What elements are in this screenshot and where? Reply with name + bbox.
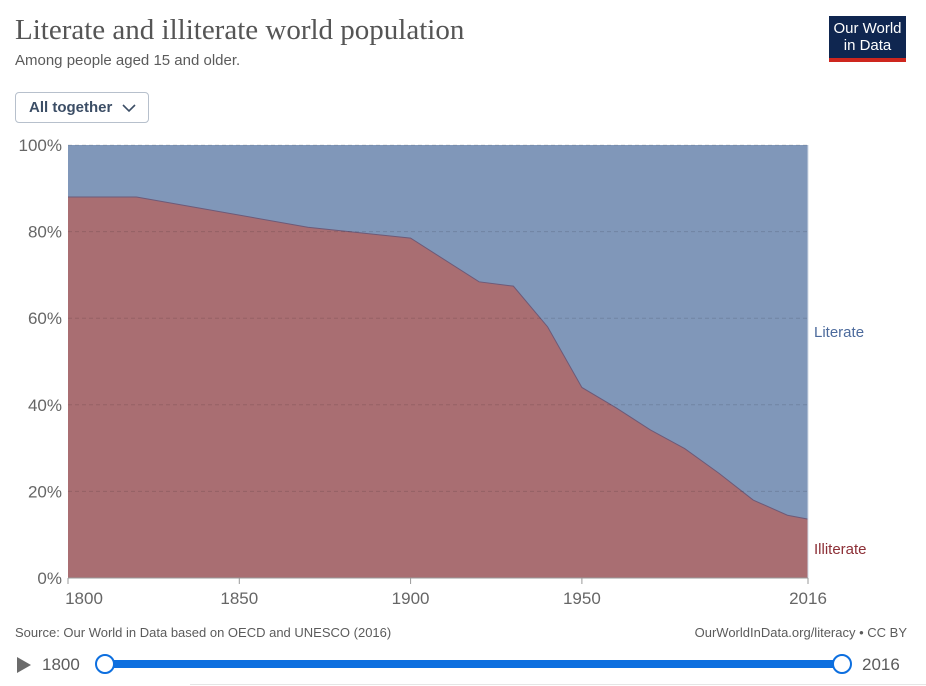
stack-mode-dropdown[interactable]: All together — [15, 92, 149, 123]
source-note[interactable]: Source: Our World in Data based on OECD … — [15, 625, 392, 640]
license-link[interactable]: OurWorldInData.org/literacy • CC BY — [694, 625, 907, 640]
owid-logo[interactable]: Our World in Data — [829, 16, 906, 62]
x-tick-label: 2016 — [789, 589, 827, 608]
illiterate-boundary-line — [68, 196, 809, 520]
play-icon[interactable] — [16, 656, 32, 674]
stack-mode-label: All together — [29, 99, 113, 116]
chart-title: Literate and illiterate world population — [15, 14, 465, 46]
timeline-end-label: 2016 — [862, 655, 900, 674]
timeline-end-handle[interactable] — [832, 654, 852, 674]
chart-subtitle: Among people aged 15 and older. — [15, 52, 241, 69]
chevron-down-icon — [122, 103, 136, 112]
y-tick-label: 0% — [37, 569, 62, 588]
area-illiterate[interactable] — [68, 196, 808, 578]
area-chart: 0% 20% 40% 60% 80% 100% 1800 1850 1900 1950 2016 Li… — [19, 136, 867, 608]
x-tick-label: 1950 — [563, 589, 601, 608]
y-tick-label: 60% — [28, 309, 62, 328]
x-tick-label: 1800 — [65, 589, 103, 608]
legend-label-illiterate: Illiterate — [814, 541, 867, 558]
y-tick-label: 80% — [28, 223, 62, 242]
x-tick-label: 1900 — [392, 589, 430, 608]
timeline-start-handle[interactable] — [95, 654, 115, 674]
y-tick-label: 20% — [28, 482, 62, 501]
x-tick-label: 1850 — [220, 589, 258, 608]
y-tick-label: 100% — [19, 136, 62, 155]
y-tick-label: 40% — [28, 396, 62, 415]
area-literate[interactable] — [68, 145, 808, 520]
divider — [190, 684, 926, 685]
legend-label-literate: Literate — [814, 324, 864, 341]
timeline-track[interactable] — [105, 660, 843, 668]
timeline-start-label: 1800 — [42, 655, 80, 674]
